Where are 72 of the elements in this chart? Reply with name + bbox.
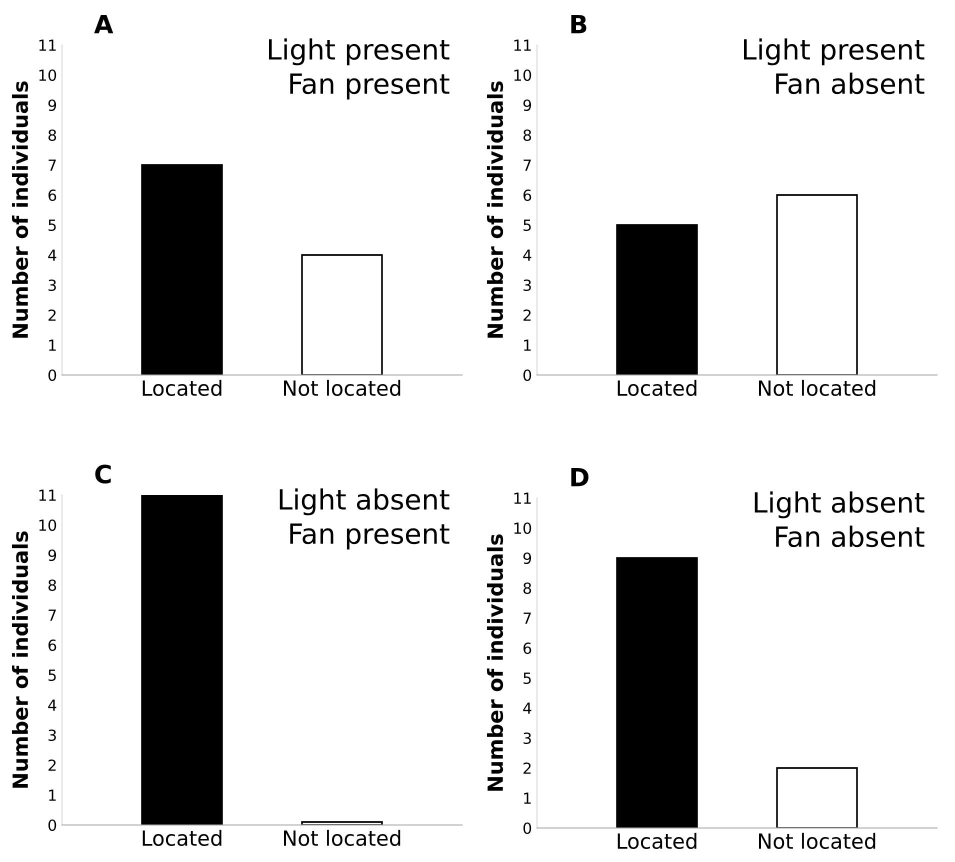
x-tick-label: Not located [284, 380, 400, 396]
y-tick-label: 10 [514, 69, 532, 82]
x-tick-label: Not located [759, 832, 876, 849]
y-tick-label: 3 [524, 732, 531, 744]
annotation: Light present [744, 38, 924, 66]
y-tick-label: 7 [524, 612, 531, 624]
x-tick-label: Located [142, 830, 222, 846]
annotation: Light absent [754, 491, 924, 518]
annotation: Fan absent [776, 72, 924, 94]
y-tick-label: 8 [523, 129, 532, 142]
y-tick-label: 6 [48, 639, 56, 652]
y-tick-label: 7 [48, 160, 56, 171]
y-tick-label: 11 [39, 40, 56, 51]
y-tick-label: 11 [39, 490, 56, 501]
y-tick-label: 2 [48, 759, 56, 771]
y-tick-label: 10 [514, 522, 532, 534]
y-tick-label: 4 [523, 702, 532, 714]
y-tick-label: 8 [48, 129, 56, 142]
y-tick-label: 5 [524, 672, 531, 684]
y-tick-label: 11 [514, 492, 531, 504]
y-tick-label: 2 [48, 309, 56, 321]
x-tick-label: Located [618, 380, 696, 396]
annotation: Light present [268, 38, 450, 66]
y-tick-label: 7 [48, 610, 56, 621]
annotation: Fan present [290, 74, 450, 100]
y-tick-label: 7 [524, 160, 531, 171]
y-tick-label: 3 [48, 279, 56, 292]
y-tick-label: 11 [514, 40, 531, 51]
y-tick-label: 2 [524, 762, 531, 774]
x-tick-label: Located [618, 832, 696, 849]
y-tick-label: 1 [49, 790, 56, 801]
y-tick-label: 6 [48, 189, 56, 202]
y-tick-label: 0 [523, 369, 532, 382]
y-tick-label: 5 [524, 220, 531, 232]
y-tick-label: 1 [524, 340, 531, 351]
y-tick-label: 9 [523, 552, 532, 564]
y-tick-label: 4 [523, 250, 532, 261]
y-tick-label: 10 [39, 519, 56, 532]
chart-title: D [571, 468, 588, 486]
chart-title: B [571, 14, 586, 34]
x-tick-label: Not located [284, 830, 400, 846]
y-axis-title: Number of individuals [12, 531, 28, 788]
y-tick-label: 3 [524, 279, 531, 292]
y-tick-label: 9 [48, 99, 56, 112]
y-tick-label: 9 [48, 549, 56, 562]
y-tick-label: 0 [48, 819, 56, 832]
y-tick-label: 2 [524, 309, 531, 321]
y-tick-label: 6 [523, 189, 532, 202]
chart-title: A [94, 14, 114, 34]
y-tick-label: 10 [39, 69, 56, 82]
annotation: Fan absent [776, 526, 924, 548]
chart-title: C [95, 464, 111, 484]
annotation: Fan present [290, 524, 450, 550]
y-tick-label: 8 [523, 582, 532, 594]
y-tick-label: 0 [523, 822, 532, 834]
y-tick-label: 4 [48, 250, 56, 261]
y-tick-label: 3 [48, 729, 56, 742]
y-tick-label: 1 [49, 340, 56, 351]
x-tick-label: Located [142, 380, 222, 396]
y-tick-label: 1 [524, 792, 531, 804]
y-axis-title: Number of individuals [486, 534, 504, 791]
y-tick-label: 9 [523, 99, 532, 112]
y-tick-label: 5 [48, 220, 56, 232]
y-axis-title: Number of individuals [486, 81, 504, 338]
y-tick-label: 8 [48, 579, 56, 592]
y-tick-label: 4 [48, 700, 56, 711]
y-axis-title: Number of individuals [12, 81, 28, 338]
x-tick-label: Not located [759, 380, 876, 396]
y-tick-label: 6 [523, 642, 532, 654]
y-tick-label: 5 [48, 670, 56, 682]
annotation: Light absent [280, 488, 450, 516]
y-tick-label: 0 [48, 369, 56, 382]
